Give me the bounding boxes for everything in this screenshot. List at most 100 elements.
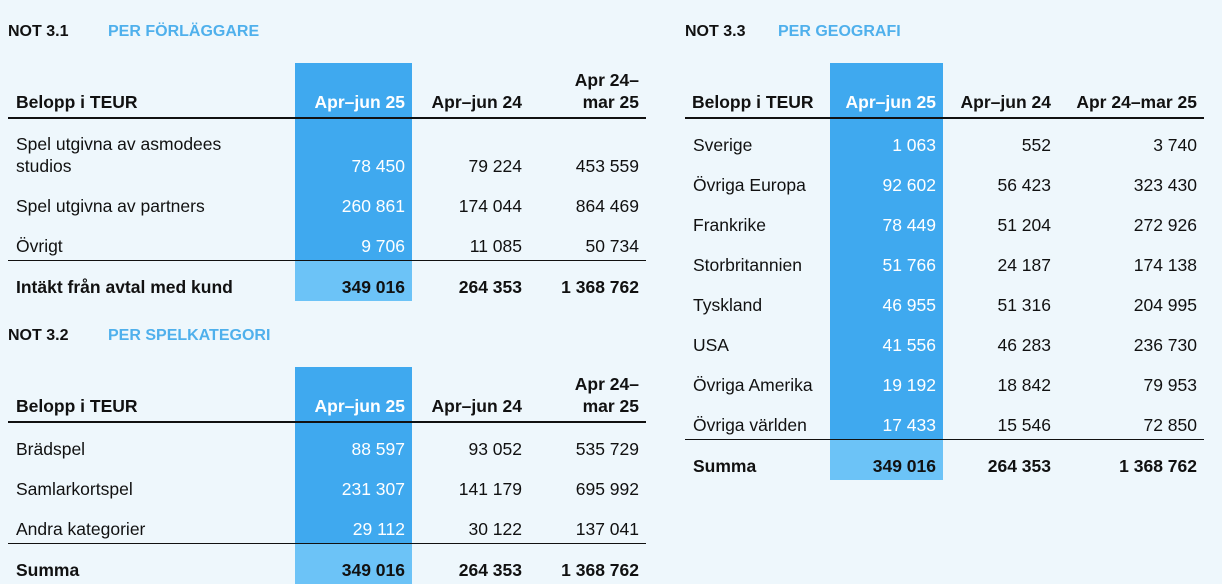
column-header: Belopp i TEUR [8, 63, 295, 118]
note-3-2-heading: NOT 3.2 PER SPELKATEGORI [8, 327, 270, 345]
cell-value: 78 450 [295, 118, 412, 180]
cell-value: 19 192 [830, 359, 943, 399]
cell-value: 272 926 [1058, 199, 1204, 239]
total-value: 1 368 762 [529, 261, 646, 302]
cell-value: 51 766 [830, 239, 943, 279]
column-header: Apr–jun 24 [412, 63, 529, 118]
row-label: Brädspel [8, 422, 295, 463]
total-value: 349 016 [295, 261, 412, 302]
header-row: Belopp i TEUR Apr–jun 25 Apr–jun 24 Apr … [8, 367, 646, 422]
total-label: Summa [8, 544, 295, 584]
note-3-2-table: Belopp i TEUR Apr–jun 25 Apr–jun 24 Apr … [8, 367, 646, 584]
row-label: Andra kategorier [8, 503, 295, 544]
cell-value: 79 953 [1058, 359, 1204, 399]
row-label: Frankrike [685, 199, 830, 239]
note-number: NOT 3.2 [8, 327, 108, 345]
total-value: 264 353 [943, 440, 1058, 481]
column-header: Belopp i TEUR [685, 63, 830, 118]
cell-value: 15 546 [943, 399, 1058, 440]
total-value: 1 368 762 [529, 544, 646, 584]
table-row: Sverige 1 063 552 3 740 [685, 118, 1204, 159]
cell-value: 864 469 [529, 180, 646, 220]
cell-value: 24 187 [943, 239, 1058, 279]
header-row: Belopp i TEUR Apr–jun 25 Apr–jun 24 Apr … [685, 63, 1204, 118]
note-number: NOT 3.3 [685, 23, 778, 41]
total-value: 1 368 762 [1058, 440, 1204, 481]
note-number: NOT 3.1 [8, 23, 108, 41]
row-label: Spel utgivna av asmodees studios [8, 118, 295, 180]
column-header: Apr–jun 24 [943, 63, 1058, 118]
cell-value: 137 041 [529, 503, 646, 544]
column-header: Apr 24– mar 25 [529, 63, 646, 118]
row-label: Storbritannien [685, 239, 830, 279]
table-row: Tyskland 46 955 51 316 204 995 [685, 279, 1204, 319]
total-value: 264 353 [412, 261, 529, 302]
cell-value: 141 179 [412, 463, 529, 503]
column-header: Belopp i TEUR [8, 367, 295, 422]
row-label: Tyskland [685, 279, 830, 319]
table-row: Andra kategorier 29 112 30 122 137 041 [8, 503, 646, 544]
cell-value: 46 283 [943, 319, 1058, 359]
table-row: Brädspel 88 597 93 052 535 729 [8, 422, 646, 463]
note-title: PER FÖRLÄGGARE [108, 23, 259, 41]
row-label: Samlarkortspel [8, 463, 295, 503]
table-row: Spel utgivna av partners 260 861 174 044… [8, 180, 646, 220]
table-row: USA 41 556 46 283 236 730 [685, 319, 1204, 359]
total-row: Summa 349 016 264 353 1 368 762 [685, 440, 1204, 481]
note-3-3-heading: NOT 3.3 PER GEOGRAFI [685, 23, 901, 41]
row-label: Övriga Europa [685, 159, 830, 199]
table-row: Övriga Europa 92 602 56 423 323 430 [685, 159, 1204, 199]
cell-value: 174 044 [412, 180, 529, 220]
cell-value: 11 085 [412, 220, 529, 261]
cell-value: 18 842 [943, 359, 1058, 399]
cell-value: 88 597 [295, 422, 412, 463]
cell-value: 93 052 [412, 422, 529, 463]
row-label: Spel utgivna av partners [8, 180, 295, 220]
cell-value: 17 433 [830, 399, 943, 440]
cell-value: 535 729 [529, 422, 646, 463]
cell-value: 51 204 [943, 199, 1058, 239]
header-row: Belopp i TEUR Apr–jun 25 Apr–jun 24 Apr … [8, 63, 646, 118]
table-row: Frankrike 78 449 51 204 272 926 [685, 199, 1204, 239]
column-header: Apr–jun 25 [295, 367, 412, 422]
cell-value: 236 730 [1058, 319, 1204, 359]
row-label: Övriga världen [685, 399, 830, 440]
total-value: 349 016 [830, 440, 943, 481]
table-row: Övriga världen 17 433 15 546 72 850 [685, 399, 1204, 440]
note-3-1-heading: NOT 3.1 PER FÖRLÄGGARE [8, 23, 259, 41]
cell-value: 174 138 [1058, 239, 1204, 279]
cell-value: 29 112 [295, 503, 412, 544]
cell-value: 9 706 [295, 220, 412, 261]
table-row: Storbritannien 51 766 24 187 174 138 [685, 239, 1204, 279]
cell-value: 41 556 [830, 319, 943, 359]
column-header: Apr–jun 25 [295, 63, 412, 118]
total-label: Intäkt från avtal med kund [8, 261, 295, 302]
note-title: PER GEOGRAFI [778, 23, 901, 41]
table-row: Övrigt 9 706 11 085 50 734 [8, 220, 646, 261]
total-value: 264 353 [412, 544, 529, 584]
total-label: Summa [685, 440, 830, 481]
row-label: Övrigt [8, 220, 295, 261]
column-header: Apr 24–mar 25 [1058, 63, 1204, 118]
table-row: Spel utgivna av asmodees studios 78 450 … [8, 118, 646, 180]
total-value: 349 016 [295, 544, 412, 584]
total-row: Intäkt från avtal med kund 349 016 264 3… [8, 261, 646, 302]
cell-value: 79 224 [412, 118, 529, 180]
column-header: Apr–jun 24 [412, 367, 529, 422]
cell-value: 30 122 [412, 503, 529, 544]
total-row: Summa 349 016 264 353 1 368 762 [8, 544, 646, 584]
cell-value: 56 423 [943, 159, 1058, 199]
row-label: Övriga Amerika [685, 359, 830, 399]
cell-value: 50 734 [529, 220, 646, 261]
cell-value: 323 430 [1058, 159, 1204, 199]
cell-value: 695 992 [529, 463, 646, 503]
cell-value: 552 [943, 118, 1058, 159]
note-3-1-table: Belopp i TEUR Apr–jun 25 Apr–jun 24 Apr … [8, 63, 646, 301]
row-label: Sverige [685, 118, 830, 159]
note-3-3-table: Belopp i TEUR Apr–jun 25 Apr–jun 24 Apr … [685, 63, 1204, 480]
cell-value: 453 559 [529, 118, 646, 180]
table-row: Samlarkortspel 231 307 141 179 695 992 [8, 463, 646, 503]
cell-value: 231 307 [295, 463, 412, 503]
cell-value: 51 316 [943, 279, 1058, 319]
cell-value: 72 850 [1058, 399, 1204, 440]
